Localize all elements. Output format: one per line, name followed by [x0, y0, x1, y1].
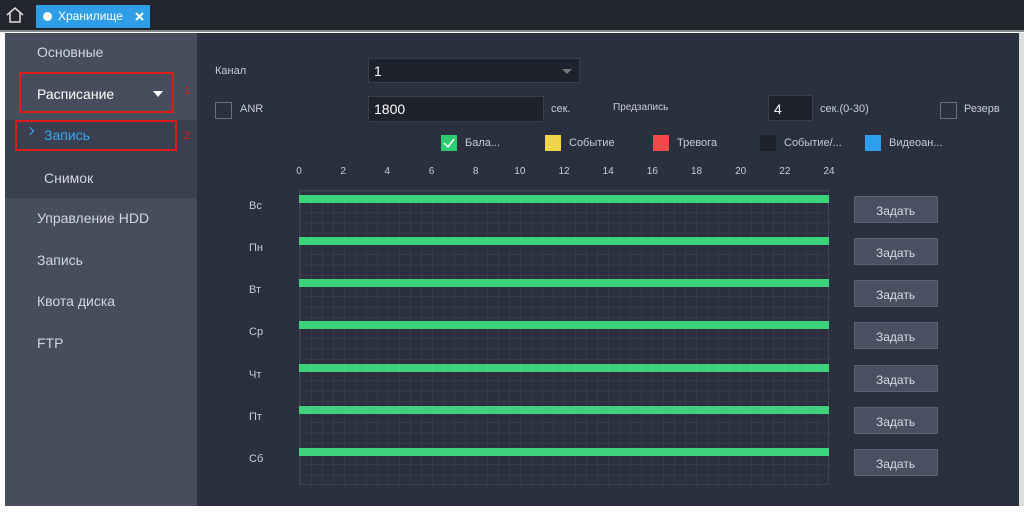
legend-label: Видеоан...: [889, 137, 943, 149]
button-label: Задать: [876, 414, 916, 429]
legend-swatch[interactable]: [545, 135, 561, 151]
schedule-bar[interactable]: [299, 447, 829, 456]
set-button[interactable]: [854, 238, 938, 266]
day-label: Вс: [249, 200, 262, 212]
legend-swatch[interactable]: [441, 135, 457, 151]
schedule-bar[interactable]: [299, 405, 829, 414]
label: Предзапись: [613, 102, 669, 113]
edge: [1019, 33, 1024, 506]
schedule-bar[interactable]: [299, 321, 829, 330]
legend-label: Событие: [569, 137, 615, 149]
legend-swatch[interactable]: [865, 135, 881, 151]
label: сек.(0-30): [820, 103, 869, 115]
hour-label: 18: [690, 166, 703, 177]
menu-item: Запись: [37, 252, 83, 268]
button-label: Задать: [876, 372, 916, 387]
menu-item: Расписание: [37, 86, 115, 102]
select-arrow: [562, 69, 572, 74]
button-label: Задать: [876, 330, 916, 345]
top-bar: Хранилище: [0, 0, 1024, 30]
label: Канал: [215, 65, 247, 77]
hour-label: 22: [779, 166, 791, 177]
hour-label: 2: [340, 166, 346, 177]
hour-label: 0: [296, 166, 302, 177]
input[interactable]: [768, 95, 813, 121]
legend-swatch[interactable]: [760, 135, 776, 151]
set-button[interactable]: [854, 406, 938, 434]
schedule-bar[interactable]: [299, 237, 829, 246]
hour-label: 8: [472, 166, 479, 177]
highlight-box: [15, 120, 177, 151]
hour-label: 6: [428, 166, 435, 177]
day-label: Вт: [249, 284, 262, 297]
grid: [299, 190, 829, 485]
day-label: Сб: [249, 452, 264, 465]
hour-label: 10: [514, 166, 526, 177]
menu-item: Управление HDD: [37, 210, 150, 226]
tab-label: Хранилище: [58, 9, 123, 23]
hour-label: 14: [602, 166, 614, 177]
schedule-bar[interactable]: [299, 279, 829, 288]
value: 4: [774, 101, 782, 117]
schedule-bar[interactable]: [299, 195, 829, 203]
set-button[interactable]: [854, 280, 938, 308]
legend-label: Тревога: [677, 137, 718, 149]
hour-label: 20: [735, 166, 747, 177]
channel-select[interactable]: [368, 58, 580, 83]
divider: [0, 30, 1024, 32]
day-label: Пн: [249, 242, 263, 255]
button-label: Задать: [876, 456, 916, 471]
legend-label: Событие/...: [784, 137, 842, 149]
tab-close[interactable]: [135, 12, 144, 21]
hour-label: 16: [646, 166, 658, 177]
menu-item: Снимок: [44, 170, 94, 186]
button-label: Задать: [876, 288, 916, 303]
label: Резерв: [964, 103, 1000, 115]
set-button[interactable]: [854, 322, 938, 350]
day-label: Пт: [249, 410, 262, 423]
checkbox[interactable]: [215, 102, 232, 119]
annotation: 1: [184, 85, 191, 97]
highlight-box: [19, 72, 174, 113]
label: сек.: [551, 103, 571, 115]
set-button[interactable]: [854, 448, 938, 476]
hour-label: 4: [384, 166, 391, 177]
tab[interactable]: Хранилище: [36, 5, 150, 28]
menu-item: Запись: [44, 127, 90, 143]
value: 1: [374, 63, 382, 79]
value: 1800: [374, 101, 406, 117]
hour-label: 12: [558, 166, 570, 177]
legend-swatch[interactable]: [653, 135, 669, 151]
set-button[interactable]: [854, 364, 938, 392]
set-button[interactable]: [854, 196, 938, 223]
day-label: Чт: [249, 368, 262, 381]
input[interactable]: [368, 96, 544, 122]
dropdown-arrow: [153, 91, 163, 97]
menu-item: Основные: [37, 44, 104, 60]
hour-label: 24: [823, 166, 835, 177]
schedule-bar[interactable]: [299, 363, 829, 372]
menu-item: Квота диска: [37, 293, 116, 309]
menu-item: FTP: [37, 335, 64, 351]
annotation: 2: [184, 130, 191, 142]
submenu: [5, 120, 197, 198]
checkbox[interactable]: [940, 102, 957, 119]
button-label: Задать: [876, 246, 916, 261]
day-label: Ср: [249, 326, 264, 339]
button-label: Задать: [876, 204, 916, 218]
label: ANR: [240, 103, 264, 115]
home-icon[interactable]: [5, 6, 25, 24]
legend-label: Бала...: [465, 137, 501, 149]
